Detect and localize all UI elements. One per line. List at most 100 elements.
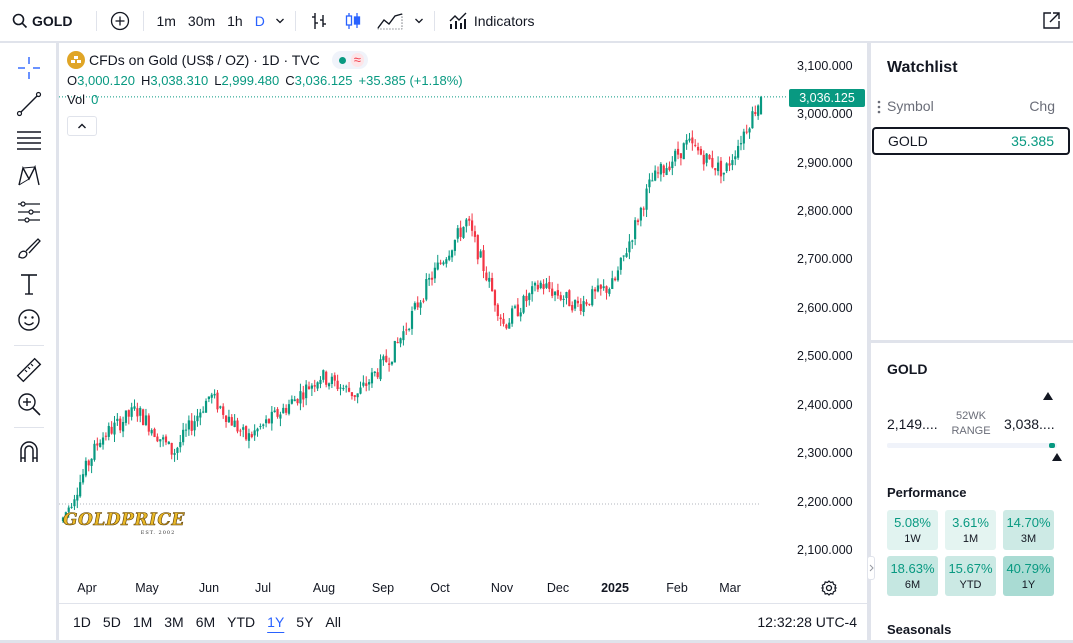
symbol-search-button[interactable]: GOLD xyxy=(0,0,90,41)
interval-d[interactable]: D xyxy=(254,12,265,29)
perf-label: 3M xyxy=(1020,533,1037,545)
candle-body xyxy=(668,166,671,170)
candle-body xyxy=(310,385,313,389)
candle-body xyxy=(73,499,76,507)
candle-body xyxy=(490,278,494,292)
bar-chart-style-button[interactable] xyxy=(302,0,336,41)
candle-body xyxy=(70,506,73,508)
candle-body xyxy=(296,398,299,404)
range-1d-button[interactable]: 1D xyxy=(73,614,91,630)
zoom-in-tool-button[interactable] xyxy=(14,389,44,419)
candle-body xyxy=(322,370,325,380)
candle-body xyxy=(568,290,571,307)
candle-body xyxy=(365,383,368,386)
chart-settings-button[interactable] xyxy=(817,576,841,600)
drag-handle-icon[interactable] xyxy=(876,100,882,114)
details-symbol[interactable]: GOLD xyxy=(887,361,928,377)
interval-1h[interactable]: 1h xyxy=(227,12,243,29)
perf-cell-1w[interactable]: 5.08% 1W xyxy=(887,510,938,550)
compare-add-symbol-button[interactable] xyxy=(103,0,137,41)
measure-tool-button[interactable] xyxy=(14,355,44,385)
range-5d-button[interactable]: 5D xyxy=(102,614,121,630)
panel-collapse-handle[interactable] xyxy=(867,556,875,580)
range-bar: 1D 5D 1M 3M 6M YTD 1Y 5Y All 12:32:28 UT… xyxy=(59,603,867,640)
range-ytd-button[interactable]: YTD xyxy=(227,614,256,630)
indicators-button[interactable]: Indicators xyxy=(441,0,542,41)
perf-cell-1m[interactable]: 3.61% 1M xyxy=(945,510,996,550)
time-tick: Oct xyxy=(430,581,450,595)
candle-body xyxy=(654,170,657,181)
candle-body xyxy=(639,207,642,221)
candle-body xyxy=(728,163,731,166)
delayed-data-icon: ≈ xyxy=(350,53,364,67)
candle-body xyxy=(676,148,680,155)
watchlist-change: 35.385 xyxy=(1011,133,1054,149)
smiley-icon xyxy=(18,309,40,331)
market-open-dot-icon xyxy=(338,56,346,64)
crosshair-tool-button[interactable] xyxy=(14,53,44,83)
gold-logo-icon xyxy=(67,51,85,69)
search-icon xyxy=(12,13,28,28)
magnet-mode-button[interactable] xyxy=(14,437,44,467)
trend-line-icon xyxy=(16,91,42,117)
open-fullscreen-button[interactable] xyxy=(1034,0,1073,41)
legend-title[interactable]: CFDs on Gold (US$ / OZ) · 1D · TVC xyxy=(89,52,320,68)
pattern-tool-button[interactable] xyxy=(14,161,44,191)
interval-dropdown-button[interactable] xyxy=(271,0,289,41)
price-chart[interactable] xyxy=(59,43,787,573)
candle-body xyxy=(79,482,82,497)
open-value: 3,000.120 xyxy=(77,73,135,88)
watchlist-title[interactable]: Watchlist xyxy=(887,59,958,76)
area-chart-icon xyxy=(377,12,403,29)
column-symbol[interactable]: Symbol xyxy=(887,98,934,114)
chart-style-dropdown-button[interactable] xyxy=(410,0,428,41)
range-1m-button[interactable]: 1M xyxy=(132,614,153,630)
column-change[interactable]: Chg xyxy=(1029,98,1055,114)
candle-body xyxy=(390,361,394,365)
price-tick: 3,100.000 xyxy=(797,59,853,73)
collapse-legend-button[interactable] xyxy=(67,116,97,136)
area-chart-style-button[interactable] xyxy=(370,0,410,41)
perf-cell-ytd[interactable]: 15.67% YTD xyxy=(945,556,996,596)
forecasting-tool-button[interactable] xyxy=(14,197,44,227)
candle-body xyxy=(307,386,311,390)
candle-body xyxy=(556,290,559,296)
perf-value: 18.63% xyxy=(890,561,935,576)
performance-grid: 5.08% 1W 3.61% 1M 14.70% 3M 18.63% 6M 15.67%… xyxy=(887,510,1057,596)
candles-chart-style-button[interactable] xyxy=(336,0,370,41)
perf-cell-1y[interactable]: 40.79% 1Y xyxy=(1003,556,1054,596)
candle-body xyxy=(465,219,468,227)
chart-pane[interactable]: GOLDPRICE EST. 2002 CFDs on Gold (US$ / … xyxy=(59,43,867,640)
perf-cell-3m[interactable]: 14.70% 3M xyxy=(1003,510,1054,550)
candle-body xyxy=(602,286,605,289)
watchlist-row[interactable]: GOLD 35.385 xyxy=(872,127,1070,155)
trend-line-tool-button[interactable] xyxy=(14,89,44,119)
candle-body xyxy=(734,156,737,160)
candle-body xyxy=(379,359,382,380)
range-1y-button[interactable]: 1Y xyxy=(267,614,285,630)
candle-body xyxy=(90,458,93,466)
brush-tool-button[interactable] xyxy=(14,233,44,263)
candle-body xyxy=(199,412,202,418)
fib-retracement-tool-button[interactable] xyxy=(14,125,44,155)
clock-timezone-button[interactable]: 12:32:28 UTC-4 xyxy=(757,614,857,630)
range-6m-button[interactable]: 6M xyxy=(195,614,216,630)
text-tool-button[interactable] xyxy=(14,269,44,299)
range-3m-button[interactable]: 3M xyxy=(164,614,184,630)
market-status-pill[interactable]: ≈ xyxy=(331,51,368,69)
price-axis[interactable]: 3,100.000 3,000.000 2,900.000 2,800.000 … xyxy=(787,43,867,573)
range-all-button[interactable]: All xyxy=(325,614,341,630)
horizontal-lines-icon xyxy=(17,131,41,150)
volume-value: 0 xyxy=(91,92,99,107)
perf-cell-6m[interactable]: 18.63% 6M xyxy=(887,556,938,596)
time-tick: Dec xyxy=(546,581,570,595)
seasonals-title[interactable]: Seasonals xyxy=(887,622,952,637)
candle-body xyxy=(153,428,156,438)
emoji-tool-button[interactable] xyxy=(14,305,44,335)
perf-label: YTD xyxy=(959,579,982,591)
candle-body xyxy=(611,278,614,289)
candle-body xyxy=(482,250,485,272)
range-5y-button[interactable]: 5Y xyxy=(296,614,314,630)
interval-30m[interactable]: 30m xyxy=(187,12,216,29)
interval-1m[interactable]: 1m xyxy=(156,12,176,29)
